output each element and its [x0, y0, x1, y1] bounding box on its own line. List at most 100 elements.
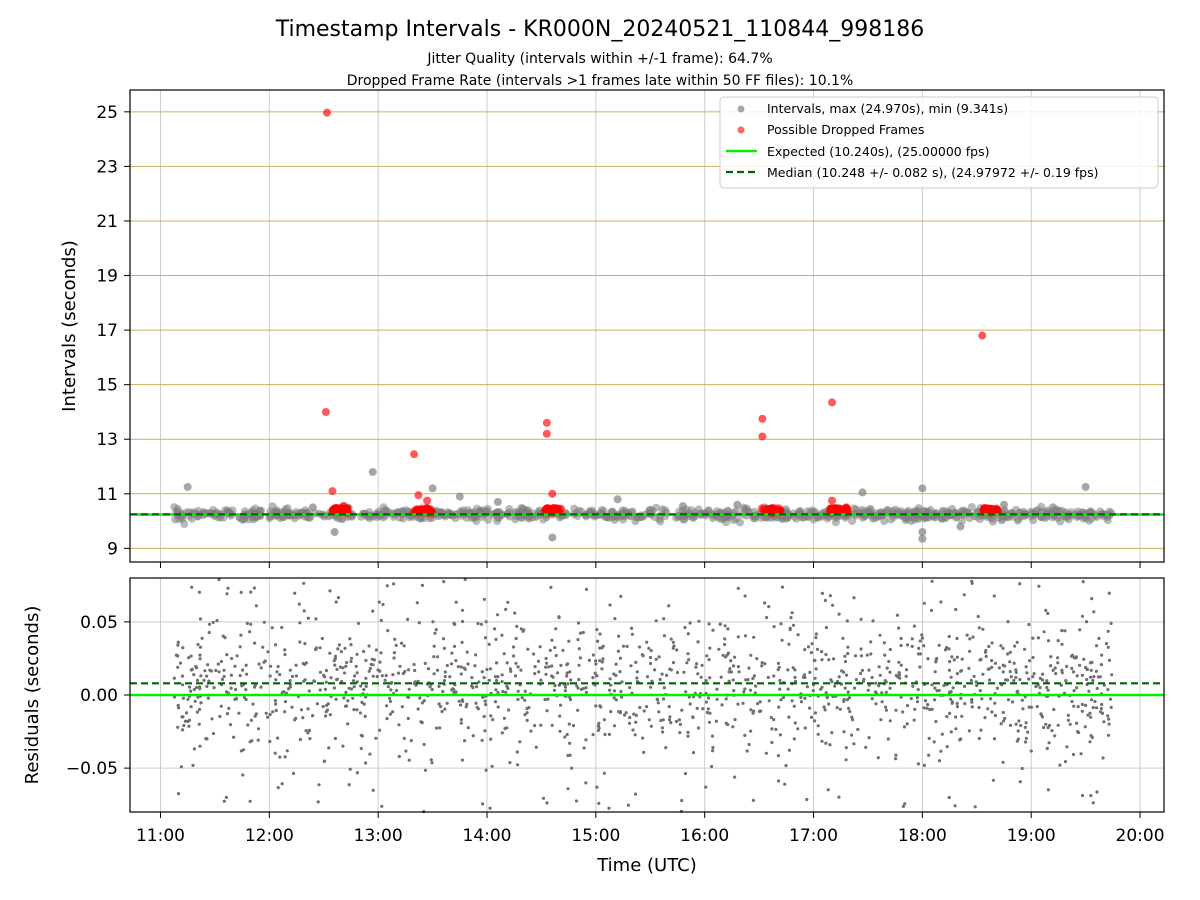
residual-point: [581, 630, 585, 635]
residual-point: [1016, 729, 1020, 733]
residual-point: [335, 677, 339, 681]
residual-point: [999, 644, 1003, 648]
dropped-frame-point: [842, 503, 851, 512]
residual-point: [176, 792, 181, 796]
residual-point: [526, 647, 530, 651]
residual-point: [939, 749, 943, 753]
residual-point: [545, 661, 549, 665]
interval-point: [395, 513, 404, 522]
residual-point: [367, 669, 371, 673]
residual-point: [816, 732, 820, 736]
residual-point: [327, 746, 331, 750]
residual-point: [1080, 702, 1084, 707]
residual-point: [293, 591, 297, 595]
residual-point: [664, 746, 668, 750]
residual-point: [1023, 647, 1027, 651]
residual-point: [450, 651, 454, 655]
residual-point: [732, 689, 736, 693]
residual-point: [504, 607, 508, 612]
residual-point: [680, 798, 684, 803]
residual-point: [607, 806, 611, 810]
residual-point: [1056, 639, 1060, 643]
residual-point: [803, 648, 807, 652]
residual-point: [922, 706, 926, 710]
residual-point: [403, 669, 407, 674]
intervals-y-axis-label: Intervals (seconds): [59, 240, 80, 412]
residual-point: [234, 697, 238, 701]
residual-point: [675, 648, 679, 652]
residual-point: [754, 684, 758, 688]
residual-point: [264, 711, 268, 715]
residual-point: [618, 710, 623, 714]
residual-point: [1071, 670, 1076, 674]
residual-point: [222, 799, 226, 803]
residual-point: [1018, 677, 1022, 682]
residual-point: [355, 771, 359, 775]
residual-point: [884, 708, 889, 712]
residual-point: [945, 645, 949, 650]
residual-point: [929, 608, 934, 613]
residual-point: [707, 622, 711, 626]
residual-point: [461, 619, 465, 624]
dropped-frame-point: [758, 432, 767, 441]
residual-point: [198, 687, 202, 691]
residual-point: [198, 645, 203, 649]
residual-point: [1087, 689, 1091, 693]
residual-point: [514, 661, 518, 665]
residual-point: [584, 587, 589, 592]
residual-point: [188, 685, 192, 689]
residual-point: [250, 739, 254, 743]
interval-point: [1053, 514, 1062, 522]
residual-point: [557, 616, 561, 620]
residual-point: [977, 626, 981, 630]
residual-point: [937, 688, 941, 693]
intervals-ytick-label: 11: [96, 485, 118, 505]
residual-point: [1001, 719, 1006, 723]
residual-point: [731, 664, 736, 668]
residual-point: [723, 637, 727, 641]
residual-point: [276, 736, 280, 740]
residual-point: [1056, 661, 1060, 665]
residual-point: [256, 727, 261, 731]
residual-point: [910, 637, 914, 641]
residual-point: [806, 645, 811, 649]
residual-point: [432, 655, 436, 659]
residual-point: [569, 678, 573, 682]
residual-point: [960, 657, 964, 661]
residual-point: [949, 697, 953, 701]
residual-point: [226, 586, 230, 590]
residual-point: [832, 657, 836, 661]
residual-point: [1063, 629, 1067, 633]
residual-point: [374, 736, 378, 740]
interval-point: [655, 514, 664, 523]
intervals-panel: 9 11 13 15 17 19 21 23 25 Intervals (seconds) In…: [59, 89, 1165, 568]
residual-point: [420, 583, 424, 588]
interval-point: [505, 505, 514, 513]
residual-point: [474, 701, 478, 705]
residual-point: [449, 662, 454, 666]
residual-point: [496, 675, 500, 679]
residuals-panel: 0.050.00−0.05 11:00 12:00 13:00 14:00 15:00 1…: [22, 577, 1165, 876]
residual-point: [551, 675, 555, 679]
residual-point: [595, 628, 599, 632]
residual-point: [827, 658, 831, 662]
residual-point: [516, 689, 520, 693]
residual-point: [565, 732, 569, 737]
residual-point: [851, 718, 855, 722]
residual-point: [1106, 629, 1110, 633]
residual-point: [637, 645, 642, 649]
residual-point: [654, 657, 658, 661]
residual-point: [846, 652, 850, 656]
residuals-xtick-label: 11:00: [136, 826, 185, 846]
residual-point: [190, 585, 194, 589]
residual-point: [927, 753, 931, 757]
residual-point: [379, 618, 383, 623]
residual-point: [1021, 707, 1025, 711]
residual-point: [594, 662, 598, 666]
residual-point: [803, 675, 807, 680]
residual-point: [790, 699, 794, 703]
residual-point: [626, 803, 631, 807]
residual-point: [614, 698, 618, 702]
residual-point: [803, 726, 807, 730]
residual-point: [988, 678, 992, 682]
